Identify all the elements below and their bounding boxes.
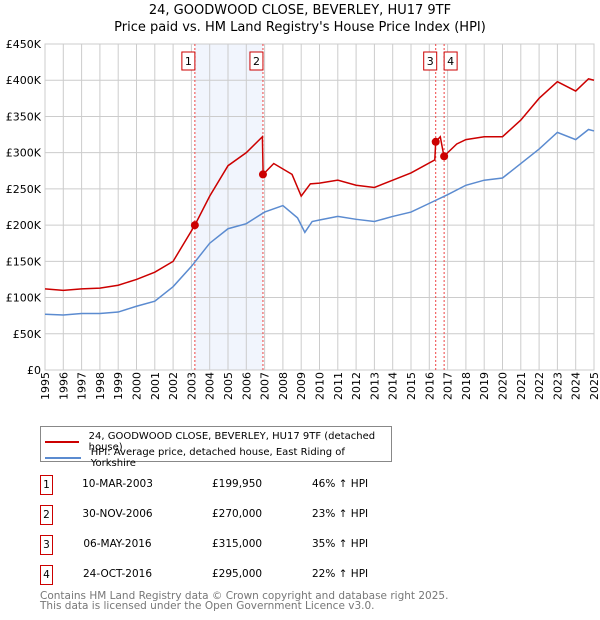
x-tick-label: 2024 [570, 372, 583, 400]
table-row: 2 30-NOV-2006 £270,000 23% ↑ HPI [40, 505, 440, 525]
sale-number: 4 [40, 565, 53, 585]
x-tick-label: 2020 [497, 372, 510, 400]
sale-hpi: 35% ↑ HPI [312, 538, 369, 550]
sale-label-box [423, 51, 438, 71]
x-tick-label: 2022 [533, 372, 546, 400]
shaded-period [194, 44, 263, 370]
x-tick-label: 2017 [442, 372, 455, 400]
table-row: 4 24-OCT-2016 £295,000 22% ↑ HPI [40, 565, 440, 585]
sale-number: 2 [40, 505, 53, 525]
x-tick-label: 2010 [314, 372, 327, 400]
x-tick-label: 2000 [131, 372, 144, 400]
x-tick-label: 2025 [588, 372, 600, 400]
legend-item-hpi: HPI: Average price, detached house, East… [45, 447, 391, 469]
x-tick-label: 2018 [460, 372, 473, 400]
y-tick-label: £350K [6, 110, 42, 123]
legend-label: HPI: Average price, detached house, East… [90, 447, 345, 469]
y-tick-label: £200K [6, 219, 42, 232]
y-tick-label: £100K [6, 292, 42, 305]
table-row: 1 10-MAR-2003 £199,950 46% ↑ HPI [40, 475, 440, 495]
footer-line: Contains HM Land Registry data © Crown c… [40, 590, 449, 602]
legend-item-property: 24, GOODWOOD CLOSE, BEVERLEY, HU17 9TF (… [45, 431, 391, 453]
x-tick-label: 2016 [423, 372, 436, 400]
sale-label-box [181, 51, 196, 71]
series-line-hpi [44, 128, 595, 316]
table-row: 3 06-MAY-2016 £315,000 35% ↑ HPI [40, 535, 440, 555]
legend-swatch-blue [45, 457, 81, 459]
chart-title: 24, GOODWOOD CLOSE, BEVERLEY, HU17 9TF P… [0, 2, 600, 36]
x-tick-label: 2002 [167, 372, 180, 400]
footer-line: This data is licensed under the Open Gov… [40, 600, 375, 612]
x-tick-label: 2004 [204, 372, 217, 400]
sale-point [431, 137, 440, 146]
sale-point [440, 152, 449, 161]
footer: Contains HM Land Registry data © Crown c… [40, 590, 449, 612]
sale-hpi: 22% ↑ HPI [312, 568, 369, 580]
x-tick-label: 2005 [222, 372, 235, 400]
sale-number: 1 [40, 475, 53, 495]
x-tick-label: 2006 [240, 372, 253, 400]
sale-price: £199,950 [212, 478, 263, 490]
legend-label: 24, GOODWOOD CLOSE, BEVERLEY, HU17 9TF (… [88, 431, 376, 453]
sale-price: £295,000 [212, 568, 263, 580]
sale-date: 30-NOV-2006 [82, 508, 153, 520]
y-tick-label: £300K [6, 147, 42, 160]
y-tick-label: £0 [27, 364, 41, 377]
x-tick-label: 2007 [259, 372, 272, 400]
sale-point [258, 170, 267, 179]
x-tick-label: 2001 [149, 372, 162, 400]
sale-date: 06-MAY-2016 [83, 538, 152, 550]
y-tick-label: £400K [6, 74, 42, 87]
y-tick-label: £150K [6, 255, 42, 268]
sale-date: 10-MAR-2003 [82, 478, 153, 490]
legend-swatch-red [45, 441, 79, 443]
x-tick-label: 2023 [551, 372, 564, 400]
y-tick-label: £250K [6, 183, 42, 196]
sale-price: £315,000 [212, 538, 263, 550]
x-tick-label: 1997 [76, 372, 89, 400]
sale-label-box [249, 51, 264, 71]
sale-price: £270,000 [212, 508, 263, 520]
series-line-property [44, 77, 595, 292]
y-tick-label: £450K [6, 38, 42, 51]
sale-point [190, 221, 199, 230]
x-tick-label: 2008 [277, 372, 290, 400]
x-tick-label: 2014 [387, 372, 400, 400]
x-tick-label: 1996 [57, 372, 70, 400]
sale-number: 3 [40, 535, 53, 555]
legend: 24, GOODWOOD CLOSE, BEVERLEY, HU17 9TF (… [40, 426, 392, 469]
x-tick-label: 2019 [478, 372, 491, 400]
x-tick-label: 1995 [39, 372, 52, 400]
x-tick-label: 2012 [350, 372, 363, 400]
sale-label: 1 [185, 55, 192, 68]
sale-label-box [443, 51, 458, 71]
sale-label: 4 [447, 55, 454, 68]
x-tick-label: 2003 [185, 372, 198, 400]
sale-label: 3 [427, 55, 434, 68]
x-tick-label: 2009 [295, 372, 308, 400]
x-tick-label: 2011 [332, 372, 345, 400]
subtitle: Price paid vs. HM Land Registry's House … [114, 20, 486, 35]
sale-hpi: 23% ↑ HPI [312, 508, 369, 520]
x-tick-label: 2021 [515, 372, 528, 400]
x-tick-label: 2013 [368, 372, 381, 400]
x-tick-label: 1998 [94, 372, 107, 400]
sale-date: 24-OCT-2016 [83, 568, 152, 580]
sale-hpi: 46% ↑ HPI [312, 478, 369, 490]
plot-area: 1995 1996 1997 1998 1999 2000 2001 2002 2003 2004… [6, 38, 600, 400]
sale-label: 2 [253, 55, 260, 68]
y-tick-label: £50K [13, 328, 42, 341]
x-tick-label: 2015 [405, 372, 418, 400]
title: 24, GOODWOOD CLOSE, BEVERLEY, HU17 9TF [148, 3, 452, 18]
x-tick-label: 1999 [112, 372, 125, 400]
